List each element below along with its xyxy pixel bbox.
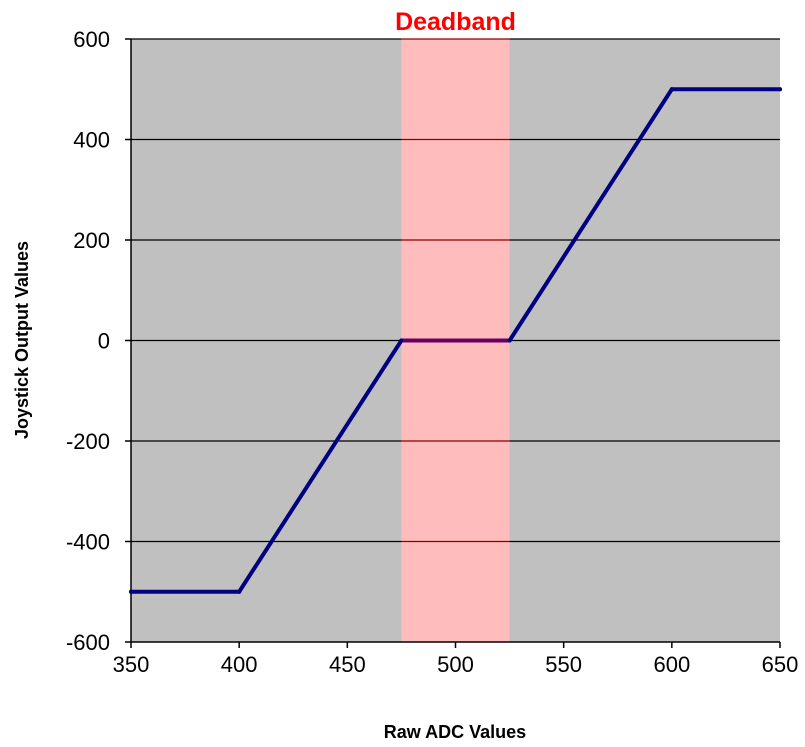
series-segment (507, 87, 674, 343)
y-tick-label: -200 (66, 429, 110, 454)
x-tick-label: 600 (653, 652, 690, 677)
y-tick-label: -400 (66, 530, 110, 555)
data-point (237, 589, 242, 594)
x-tick-label: 350 (113, 652, 150, 677)
x-tick-label: 400 (221, 652, 258, 677)
x-tick-label: 450 (329, 652, 366, 677)
y-tick-label: 600 (73, 27, 110, 52)
series-segment (237, 338, 404, 594)
data-point (778, 87, 782, 92)
y-tick-label: -600 (66, 630, 110, 655)
y-axis-title: Joystick Output Values (12, 241, 32, 439)
x-tick-label: 650 (762, 652, 799, 677)
data-point (669, 87, 674, 92)
y-tick-labels: 600 400 200 0 -200 -400 -600 (66, 27, 110, 655)
data-point (399, 338, 404, 343)
y-tick-label: 400 (73, 128, 110, 153)
x-tick-label: 500 (437, 652, 474, 677)
y-tick-label: 0 (98, 329, 110, 354)
x-tick-label: 550 (545, 652, 582, 677)
data-point (129, 589, 133, 594)
x-tick-labels: 350 400 450 500 550 600 650 (113, 652, 799, 677)
data-point (507, 338, 512, 343)
y-tick-label: 200 (73, 228, 110, 253)
gridlines (131, 38, 780, 543)
x-axis-title: Raw ADC Values (384, 722, 526, 742)
axes (125, 38, 781, 648)
series-layer (129, 87, 782, 594)
deadband-label: Deadband (395, 8, 516, 36)
